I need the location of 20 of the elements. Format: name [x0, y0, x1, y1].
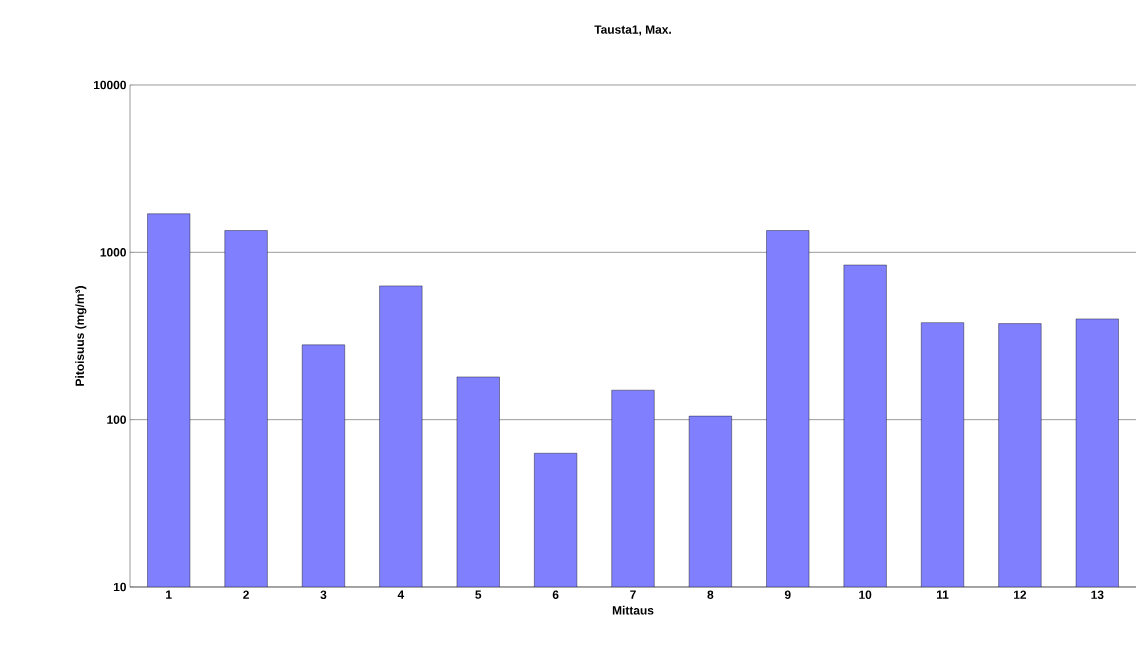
- x-tick-label: 1: [166, 590, 172, 599]
- y-tick-label: 10000: [93, 80, 126, 90]
- y-axis-title: Pitoisuus (mg/m³): [75, 286, 87, 386]
- x-axis-title: Mittaus: [612, 605, 654, 615]
- x-tick-label: 9: [784, 590, 791, 599]
- x-tick-label: 2: [243, 590, 249, 599]
- x-tick-label: 12: [1014, 590, 1027, 599]
- x-tick-label: 5: [475, 590, 482, 599]
- x-tick-label: 4: [397, 590, 405, 599]
- x-tick-label: 8: [707, 590, 714, 599]
- y-tick-label: 10: [113, 582, 126, 592]
- x-tick-label: 7: [630, 590, 636, 599]
- x-tick-label: 3: [320, 590, 327, 600]
- x-tick-label: 6: [552, 590, 559, 599]
- y-tick-label: 100: [107, 415, 126, 424]
- x-tick-label: 11: [936, 590, 949, 599]
- y-tick-label: 1000: [100, 248, 126, 257]
- x-tick-label: 13: [1091, 590, 1104, 600]
- x-tick-label: 10: [859, 590, 872, 599]
- chart-title: Tausta1, Max.: [594, 25, 671, 36]
